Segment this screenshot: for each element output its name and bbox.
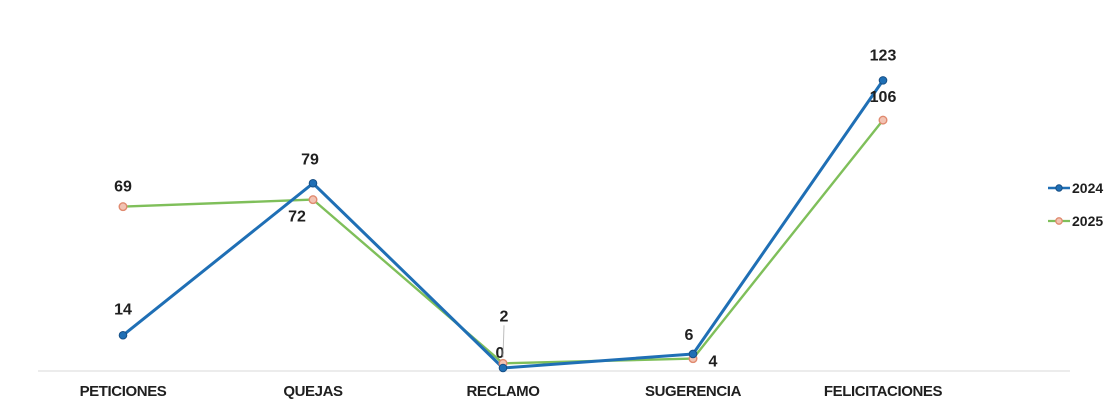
x-axis: PETICIONES QUEJAS RECLAMO SUGERENCIA FELICIT…: [80, 383, 943, 400]
x-tick-label: PETICIONES: [80, 383, 167, 400]
data-labels: 14 79 0 6 123 69 72 2 4 106: [114, 47, 896, 370]
x-tick-label: RECLAMO: [466, 383, 540, 400]
legend-item-2025[interactable]: 2025: [1048, 213, 1103, 229]
legend-item-2024[interactable]: 2024: [1048, 180, 1103, 196]
data-label-2024: 0: [496, 345, 505, 362]
series-markers: [118, 76, 888, 373]
marker-2025: [308, 195, 318, 205]
legend-marker-2025: [1055, 217, 1063, 225]
marker-2024: [878, 76, 888, 85]
data-label-2025: 72: [288, 209, 306, 226]
marker-2024: [498, 363, 508, 373]
marker-2024: [688, 349, 698, 359]
data-label-2025: 106: [870, 89, 897, 106]
data-label-2024: 123: [870, 47, 897, 64]
legend-label-2024: 2024: [1072, 180, 1103, 196]
marker-2025: [118, 202, 128, 212]
data-label-2024: 79: [301, 151, 319, 168]
data-label-2025: 2: [500, 308, 509, 325]
data-label-2025: 69: [114, 179, 132, 196]
marker-2024: [308, 178, 318, 188]
x-tick-label: SUGERENCIA: [645, 383, 742, 400]
label-leader-line: [502, 325, 505, 358]
marker-2025: [878, 115, 888, 125]
data-label-2025: 4: [709, 354, 718, 371]
data-label-2024: 6: [685, 327, 694, 344]
x-tick-label: QUEJAS: [283, 383, 343, 400]
legend-label-2025: 2025: [1072, 213, 1103, 229]
series-line-2025: [121, 118, 885, 365]
marker-2024: [118, 330, 128, 340]
x-tick-label: FELICITACIONES: [824, 383, 943, 400]
data-label-2024: 14: [114, 301, 132, 318]
legend-marker-2024: [1055, 184, 1063, 192]
legend: 2024 2025: [1048, 180, 1103, 229]
